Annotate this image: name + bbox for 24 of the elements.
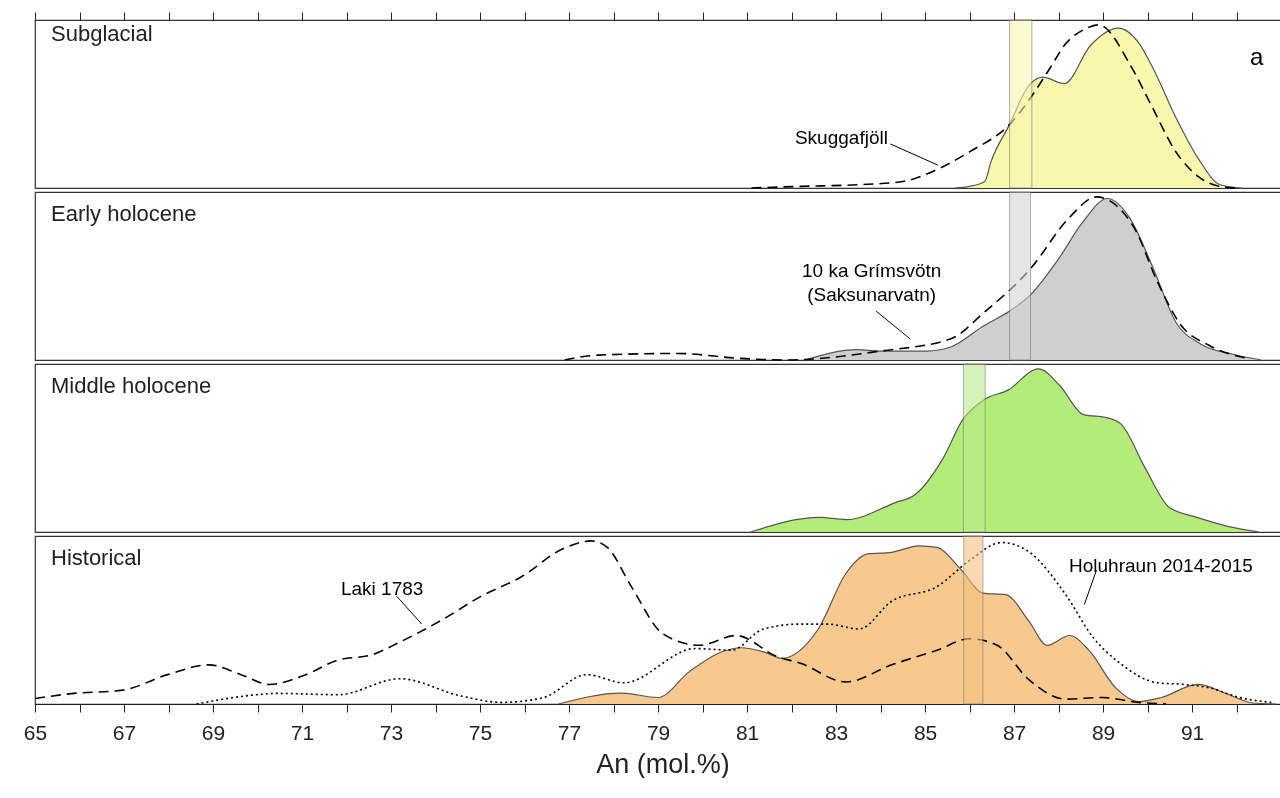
annotation: a xyxy=(1249,42,1264,70)
x-tick-label: 83 xyxy=(824,720,849,744)
x-tick-label: 91 xyxy=(1180,720,1205,744)
chart-title: Historical xyxy=(51,544,142,570)
x-tick-label: 71 xyxy=(290,720,315,744)
chart-title: Subglacial xyxy=(51,20,153,46)
x-tick-label: 65 xyxy=(23,720,48,744)
series-label: 10 ka Grímsvötn (Saksunarvatn) xyxy=(801,260,942,306)
x-tick-label: 79 xyxy=(646,720,671,744)
x-tick-label: 67 xyxy=(112,720,137,744)
series-label: Laki 1783 xyxy=(340,578,424,600)
x-tick-label: 81 xyxy=(735,720,760,744)
x-tick-label: 87 xyxy=(1002,720,1027,744)
x-axis-title: An (mol.%) xyxy=(596,748,730,779)
chart-title: Early holocene xyxy=(51,200,197,226)
x-tick-label: 85 xyxy=(913,720,938,744)
x-tick-label: 77 xyxy=(557,720,582,744)
x-tick-label: 75 xyxy=(468,720,493,744)
series-label: Holuhraun 2014-2015 xyxy=(1069,555,1253,577)
series-label: Skuggafjöll xyxy=(794,127,888,149)
chart-title: Middle holocene xyxy=(51,372,212,398)
x-tick-label: 89 xyxy=(1091,720,1116,744)
x-tick-label: 69 xyxy=(201,720,226,744)
x-tick-label: 73 xyxy=(379,720,404,744)
